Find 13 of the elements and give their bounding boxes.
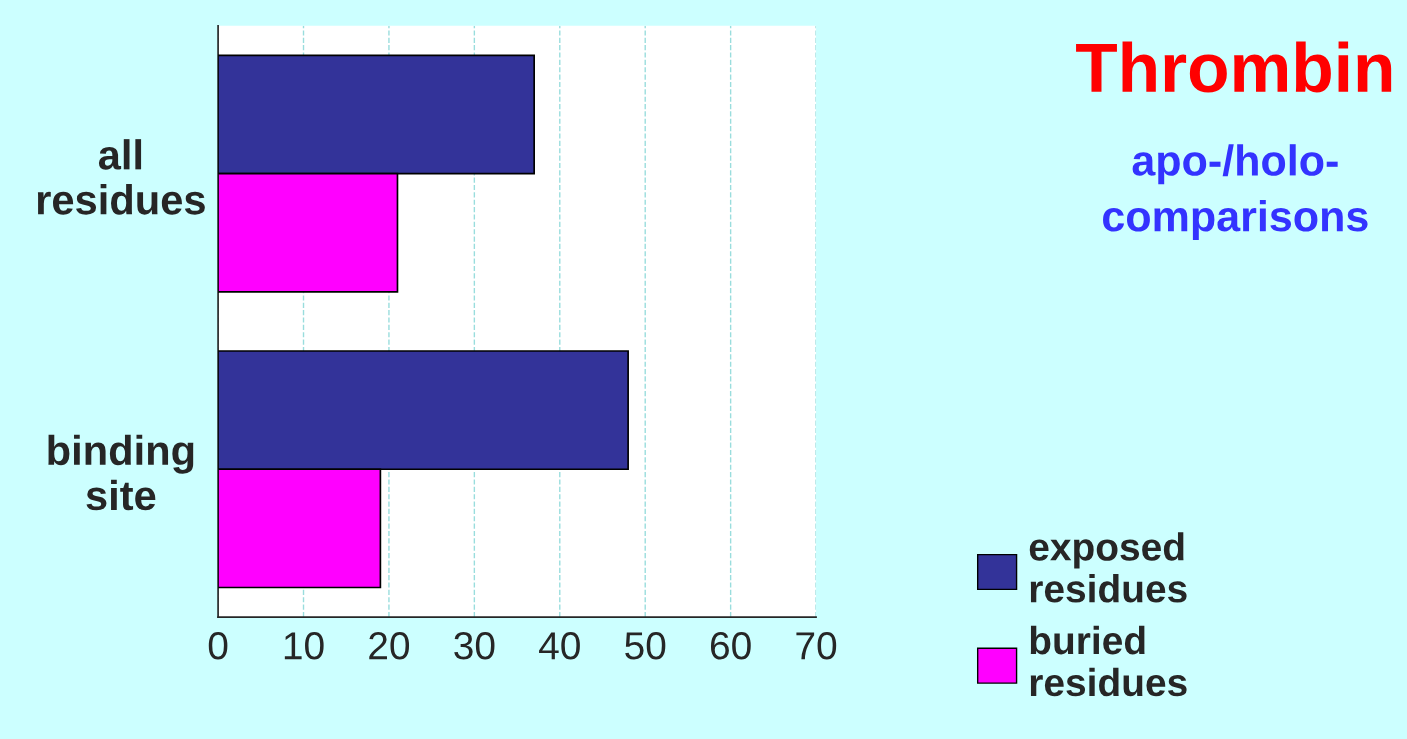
x-tick-label: 40 xyxy=(539,631,580,660)
x-tick-label: 30 xyxy=(454,631,495,660)
x-tick-label: 10 xyxy=(284,631,324,660)
y-tick-label: all residues xyxy=(37,139,205,215)
legend-label: buried residues xyxy=(1030,625,1187,697)
x-tick-label: 0 xyxy=(208,631,228,660)
text: apo-/holo- comparisons xyxy=(1103,144,1368,241)
text: Thrombin xyxy=(1076,41,1392,93)
x-tick-label: 50 xyxy=(625,631,666,660)
y-tick-label: binding site xyxy=(48,434,194,511)
x-tick-label: 70 xyxy=(796,631,837,660)
x-tick-label: 60 xyxy=(710,631,751,660)
x-tick-label: 20 xyxy=(369,631,410,660)
